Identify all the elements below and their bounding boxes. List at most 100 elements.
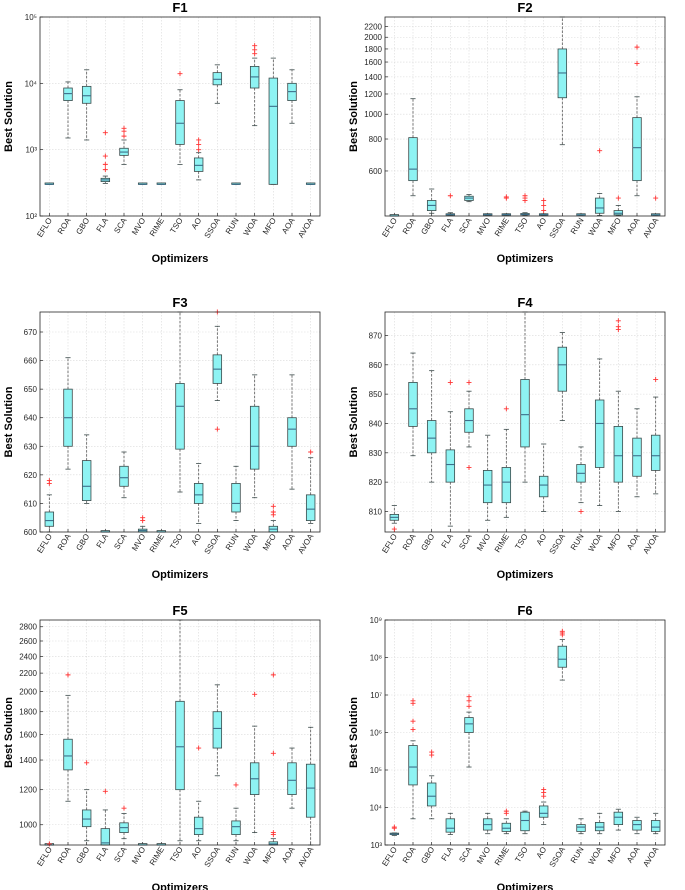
subplot-f5: 1000 1200 1400 1600 1800 2000 2200 2400 2600 2800… [3, 603, 321, 890]
box-woa [594, 358, 605, 507]
box-sca [464, 379, 474, 470]
outlier-marker [615, 318, 621, 324]
box-mvo [482, 812, 493, 835]
box-iqr [212, 711, 223, 749]
y-tick-label: 670 [24, 328, 38, 337]
box-mvo [482, 434, 493, 521]
box-iqr [594, 197, 605, 214]
box-woa [249, 374, 260, 499]
box-aoa [632, 44, 642, 197]
box-iqr [305, 763, 316, 818]
outlier-marker [466, 464, 472, 470]
outlier-marker [252, 47, 258, 53]
chart-title: F5 [172, 603, 187, 618]
box-rime [156, 182, 167, 185]
box-iqr [81, 809, 92, 828]
outlier-marker [102, 788, 108, 794]
chart-title: F4 [517, 295, 533, 310]
box-fla [445, 379, 456, 527]
box-gbo [426, 749, 437, 820]
box-aoa [632, 408, 642, 498]
y-tick-label: 1800 [19, 708, 37, 717]
x-tick-label: AVOA [296, 216, 315, 240]
box-iqr [193, 816, 204, 836]
y-tick-label: 10³ [370, 841, 382, 850]
box-avoa [650, 195, 661, 216]
outlier-marker [121, 125, 127, 131]
outlier-marker [102, 167, 108, 173]
x-tick-label: RIME [148, 216, 166, 238]
outlier-marker [634, 60, 640, 66]
y-tick-label: 2600 [19, 637, 37, 646]
y-tick-label: 10⁴ [370, 804, 383, 813]
box-iqr [287, 762, 297, 795]
box-woa [594, 812, 605, 835]
x-tick-label: AOA [625, 532, 642, 552]
box-iqr [63, 87, 73, 101]
box-rime [501, 194, 512, 216]
x-tick-label: ROA [401, 532, 418, 552]
y-tick-label: 1600 [364, 58, 382, 67]
x-tick-label: AO [190, 532, 204, 547]
x-tick-label: SSOA [203, 216, 223, 240]
box-iqr [557, 645, 568, 668]
y-tick-label: 2800 [19, 623, 37, 632]
box-iqr [594, 399, 605, 468]
y-tick-label: 660 [24, 357, 38, 366]
box-iqr [482, 469, 493, 504]
box-fla [445, 812, 456, 835]
x-tick-label: SCA [112, 216, 129, 235]
x-tick-label: EFLO [35, 532, 54, 554]
box-iqr [613, 425, 624, 483]
box-iqr [119, 465, 129, 487]
y-tick-label: 600 [369, 167, 383, 176]
box-iqr [175, 100, 185, 145]
box-iqr [193, 157, 204, 172]
box-roa [408, 352, 418, 457]
box-ssoa [557, 332, 568, 421]
x-tick-label: MFO [261, 216, 278, 236]
outlier-marker [252, 691, 258, 697]
box-ao [538, 443, 549, 512]
x-tick-label: WOA [587, 216, 605, 238]
outlier-marker [597, 148, 603, 154]
x-tick-label: MVO [475, 532, 492, 552]
box-iqr [632, 437, 642, 477]
x-tick-label: GBO [419, 845, 436, 865]
outlier-marker [140, 515, 146, 521]
box-mfo [613, 195, 624, 216]
outlier-marker [541, 202, 547, 208]
y-tick-label: 620 [24, 471, 38, 480]
subplot-f4: 810 820 830 840 850 860 870 EFLO ROA GBO FLA SCA MVO… [348, 295, 666, 581]
outlier-marker [196, 141, 202, 147]
x-tick-label: GBO [74, 216, 91, 236]
x-tick-label: TSO [168, 845, 184, 864]
subplot-f1: 10² 10³ 10⁴ 10⁵ EFLO ROA GBO FLA SCA MVO RIME TSO AO… [3, 0, 321, 265]
y-tick-label: 830 [369, 449, 383, 458]
box-iqr [445, 449, 456, 483]
y-tick-label: 850 [369, 390, 383, 399]
x-tick-label: GBO [74, 845, 91, 865]
box-tso [520, 810, 530, 835]
outlier-marker [121, 133, 127, 139]
box-sca [464, 694, 474, 768]
chart-title: F6 [517, 603, 532, 618]
box-gbo [426, 188, 437, 214]
y-axis-label: Best Solution [348, 81, 360, 152]
x-tick-label: GBO [74, 532, 91, 552]
box-roa [63, 81, 73, 139]
x-tick-label: MVO [475, 216, 492, 236]
y-tick-label: 1400 [19, 756, 37, 765]
x-tick-label: RIME [148, 845, 166, 867]
box-mvo [137, 182, 148, 185]
y-tick-label: 2200 [364, 23, 382, 32]
box-gbo [81, 434, 92, 504]
box-roa [63, 357, 73, 470]
x-tick-label: MVO [130, 845, 147, 865]
x-tick-label: ROA [401, 845, 418, 865]
box-ao [193, 463, 204, 524]
x-axis-label: Optimizers [497, 882, 554, 890]
box-iqr [175, 383, 185, 450]
y-tick-label: 630 [24, 442, 38, 451]
